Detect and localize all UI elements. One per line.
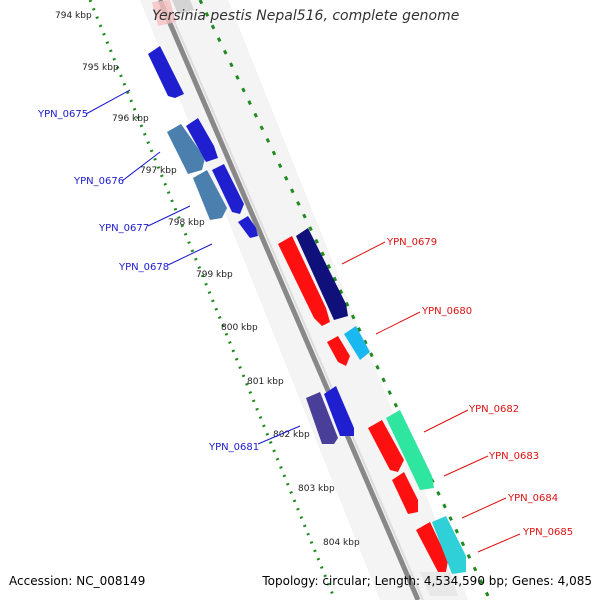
scale-label: 797 kbp [140,166,177,176]
tick-ring-inner [88,0,337,600]
scale-labels: 794 kbp 795 kbp 796 kbp 797 kbp 798 kbp … [55,11,360,548]
gene-arrow-ypn-0676[interactable] [167,124,205,174]
gene-arrow-ypn-0680[interactable] [344,326,370,360]
scale-label: 802 kbp [273,430,310,440]
label-leader [477,533,521,553]
gene-arrow-ypn-0684[interactable] [392,472,418,514]
scale-label: 799 kbp [196,270,233,280]
gene-label-ypn-0675[interactable]: YPN_0675 [37,109,88,120]
label-leader [147,205,191,227]
backbone-shadow [164,0,424,600]
gene-arrow-ypn-0685-c[interactable] [420,572,458,596]
gene-label-ypn-0676[interactable]: YPN_0676 [73,176,124,187]
scale-label: 801 kbp [247,377,284,387]
gene-label-ypn-0684[interactable]: YPN_0684 [507,493,558,504]
gene-label-ypn-0679[interactable]: YPN_0679 [386,237,437,248]
gene-arrow-ypn-0676-b[interactable] [186,118,218,162]
genome-backbone [157,0,421,600]
partial-gene-arrow[interactable] [172,0,194,14]
gene-label-ypn-0678[interactable]: YPN_0678 [118,262,169,273]
scale-label: 795 kbp [82,63,119,73]
gene-arrow-ypn-0685[interactable] [432,516,466,574]
gene-label-ypn-0685[interactable]: YPN_0685 [522,527,573,538]
gene-label-ypn-0681[interactable]: YPN_0681 [208,442,259,453]
gene-arrow-ypn-0680-a[interactable] [327,336,350,366]
scale-label: 800 kbp [221,323,258,333]
gene-label-ypn-0683[interactable]: YPN_0683 [488,451,539,462]
gene-arrow-ypn-0679-a[interactable] [278,236,330,326]
scale-label: 803 kbp [298,484,335,494]
gene-label-ypn-0682[interactable]: YPN_0682 [468,404,519,415]
gene-arrow-ypn-0683[interactable] [368,420,404,472]
map-title: Yersinia pestis Nepal516, complete genom… [152,8,460,24]
scale-label: 804 kbp [323,538,360,548]
gene-arrow-ypn-0681[interactable] [324,386,354,436]
scale-label: 798 kbp [168,218,205,228]
gene-arrow-ypn-0677[interactable] [193,170,227,220]
genome-summary-text: Topology: circular; Length: 4,534,590 bp… [262,574,592,588]
scale-label: 796 kbp [112,114,149,124]
gene-arrow-ypn-0678[interactable] [238,216,258,238]
accession-text: Accession: NC_008149 [9,574,146,588]
gene-arrow-ypn-0679[interactable] [296,228,348,320]
gene-arrow-ypn-0677-b[interactable] [212,164,244,214]
gene-label-ypn-0677[interactable]: YPN_0677 [98,223,149,234]
label-leader [375,311,421,335]
gene-arrow-ypn-0685-a[interactable] [416,522,448,572]
scale-label: 794 kbp [55,11,92,21]
gene-arrow-ypn-0682[interactable] [386,410,434,490]
gene-arrow-ypn-0675[interactable] [148,46,184,98]
label-leader [167,243,213,266]
gene-label-ypn-0680[interactable]: YPN_0680 [421,306,472,317]
label-leader [341,241,386,265]
partial-gene-arrow[interactable] [152,0,176,26]
label-leader [257,425,301,445]
feature-band [140,0,468,600]
gene-arrow-ypn-0681-a[interactable] [306,392,338,444]
label-leader [423,409,469,433]
label-leader [443,455,489,477]
label-leader [85,89,131,115]
label-leader [461,497,507,519]
label-leader [121,151,161,182]
